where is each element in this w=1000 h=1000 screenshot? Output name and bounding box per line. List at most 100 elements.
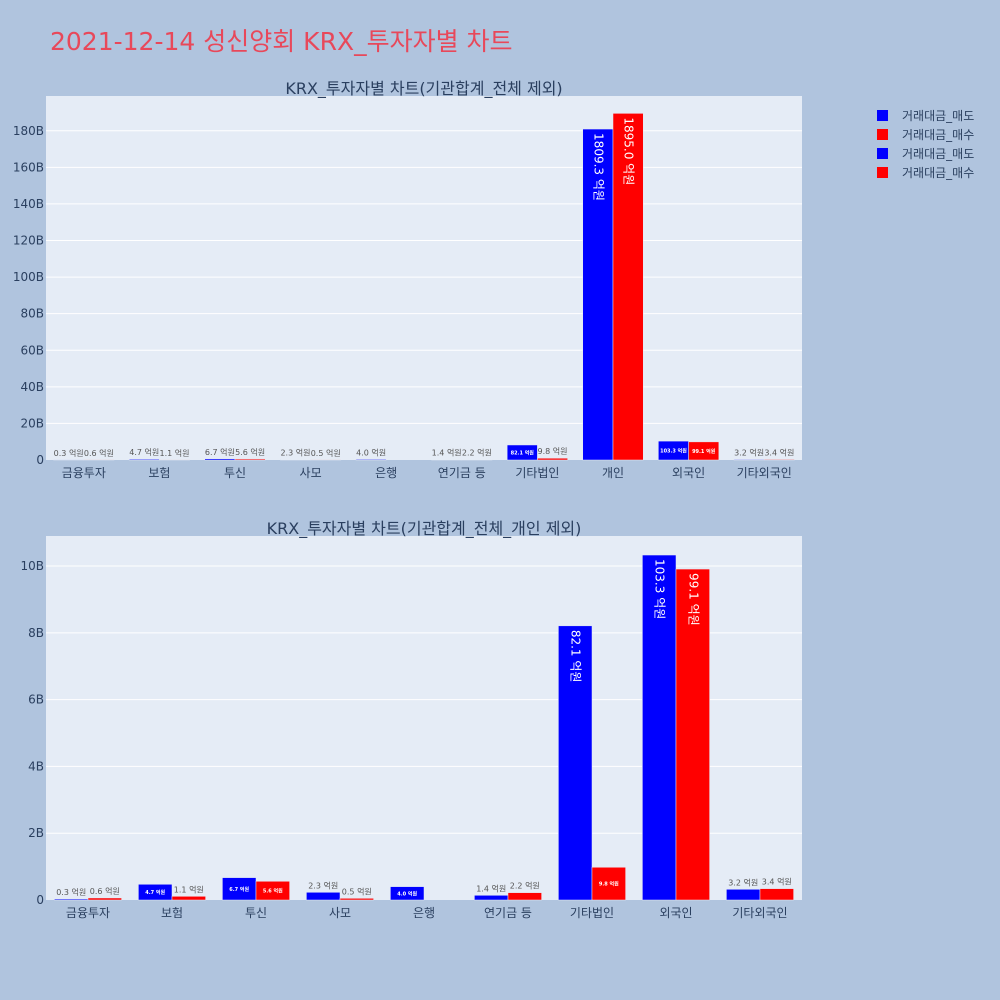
- data-label: 5.6 억원: [235, 447, 265, 457]
- legend-label[interactable]: 거래대금_매수: [902, 128, 974, 142]
- bar-buy: [759, 888, 794, 901]
- y-tick-label: 60B: [20, 343, 44, 357]
- x-tick-label: 외국인: [672, 466, 705, 480]
- x-tick-label: 사모: [329, 906, 351, 920]
- bar-sell: [306, 892, 341, 901]
- x-tick-label: 금융투자: [66, 906, 110, 920]
- bar-sell: [474, 895, 509, 901]
- data-label: 2.2 억원: [510, 881, 540, 891]
- data-label: 4.7 억원: [145, 889, 165, 896]
- data-label: 4.7 억원: [129, 447, 159, 457]
- bar-sell: [355, 459, 387, 461]
- data-label: 9.8 억원: [538, 446, 568, 456]
- data-label: 4.0 억원: [397, 890, 417, 897]
- bar-sell: [54, 898, 89, 901]
- y-tick-label: 140B: [13, 197, 44, 211]
- legend-swatch[interactable]: [877, 129, 888, 140]
- data-label: 3.4 억원: [762, 877, 792, 887]
- data-label: 9.8 억원: [599, 881, 619, 888]
- x-tick-label: 투신: [224, 466, 246, 480]
- chart-title: KRX_투자자별 차트(기관합계_전체_개인 제외): [267, 519, 582, 539]
- legend-swatch[interactable]: [877, 148, 888, 159]
- x-tick-label: 기타외국인: [732, 906, 787, 920]
- data-label: 0.3 억원: [54, 448, 84, 458]
- x-tick-label: 은행: [375, 465, 397, 480]
- data-label: 2.3 억원: [308, 880, 338, 890]
- data-label: 3.2 억원: [734, 447, 764, 457]
- bar-buy: [688, 441, 720, 461]
- x-tick-label: 금융투자: [62, 466, 106, 480]
- y-tick-label: 0: [36, 453, 44, 467]
- bar-sell: [733, 459, 765, 461]
- data-label: 1.1 억원: [160, 448, 190, 458]
- bar-buy: [507, 892, 542, 901]
- bar-sell: [138, 884, 173, 901]
- bar-sell: [128, 458, 160, 461]
- legend-swatch[interactable]: [877, 167, 888, 178]
- data-label: 82.1 억원: [511, 449, 535, 456]
- data-label: 0.5 억원: [311, 448, 341, 458]
- data-label: 1895.0 억원: [622, 117, 636, 185]
- data-label: 99.1 억원: [686, 573, 700, 626]
- data-label: 4.0 억원: [356, 447, 386, 457]
- x-tick-label: 보험: [148, 466, 170, 480]
- y-tick-label: 100B: [13, 270, 44, 284]
- bar-buy: [171, 896, 206, 901]
- data-label: 1.1 억원: [174, 884, 204, 894]
- x-tick-label: 기타법인: [515, 466, 559, 480]
- chart-1: 0 20B 40B 60B 80B 100B 120B 140B 160B 180B KRX_투자자…: [13, 79, 802, 480]
- data-label: 3.4 억원: [764, 447, 794, 457]
- legend-label[interactable]: 거래대금_매도: [902, 109, 974, 123]
- chart-2: 0 2B 4B 6B 8B 10B KRX_투자자별 차트(기관합계_전체_개인 제외) 금융…: [20, 519, 802, 920]
- data-label: 1.4 억원: [432, 448, 462, 458]
- data-label: 0.5 억원: [342, 886, 372, 896]
- data-label: 0.6 억원: [84, 448, 114, 458]
- x-tick-label: 개인: [602, 466, 624, 480]
- bar-buy: [87, 897, 122, 901]
- y-tick-label: 10B: [20, 559, 44, 573]
- bar-buy: [675, 568, 710, 901]
- y-tick-label: 120B: [13, 234, 44, 248]
- data-label: 2.2 억원: [462, 448, 492, 458]
- x-tick-label: 은행: [413, 905, 435, 920]
- data-label: 103.3 억원: [653, 559, 667, 619]
- data-label: 1809.3 억원: [591, 133, 605, 201]
- bar-sell: [558, 625, 593, 901]
- page-title: 2021-12-14 성신양회 KRX_투자자별 차트: [50, 27, 513, 56]
- x-tick-label: 외국인: [659, 906, 692, 920]
- y-tick-label: 40B: [20, 380, 44, 394]
- x-tick-label: 사모: [300, 466, 322, 480]
- plot-area: [46, 96, 802, 460]
- legend-label[interactable]: 거래대금_매수: [902, 166, 974, 180]
- data-label: 82.1 억원: [569, 630, 583, 683]
- chart-title: KRX_투자자별 차트(기관합계_전체 제외): [285, 79, 562, 99]
- y-tick-label: 20B: [20, 416, 44, 430]
- bar-buy: [234, 458, 266, 461]
- x-tick-label: 연기금 등: [438, 466, 486, 480]
- data-label: 1.4 억원: [476, 883, 506, 893]
- bar-buy: [612, 113, 644, 461]
- bar-buy: [763, 459, 795, 461]
- bar-sell: [642, 554, 677, 901]
- data-label: 5.6 억원: [263, 888, 283, 895]
- legend-label[interactable]: 거래대금_매도: [902, 147, 974, 161]
- bar-buy: [339, 898, 374, 901]
- legend-swatch[interactable]: [877, 110, 888, 121]
- y-tick-label: 80B: [20, 307, 44, 321]
- bar-sell: [506, 444, 538, 461]
- y-tick-label: 0: [36, 893, 44, 907]
- y-tick-label: 6B: [28, 693, 44, 707]
- bar-buy: [255, 881, 290, 901]
- x-tick-label: 연기금 등: [484, 906, 532, 920]
- data-label: 2.3 억원: [280, 448, 310, 458]
- x-tick-label: 투신: [245, 906, 267, 920]
- bar-buy: [591, 867, 626, 901]
- bar-buy: [537, 457, 568, 461]
- y-tick-label: 180B: [13, 124, 44, 138]
- y-tick-label: 8B: [28, 626, 44, 640]
- data-label: 6.7 억원: [205, 447, 235, 457]
- bar-sell: [726, 889, 761, 901]
- y-tick-label: 160B: [13, 160, 44, 174]
- y-tick-label: 4B: [28, 759, 44, 773]
- data-label: 3.2 억원: [728, 877, 758, 887]
